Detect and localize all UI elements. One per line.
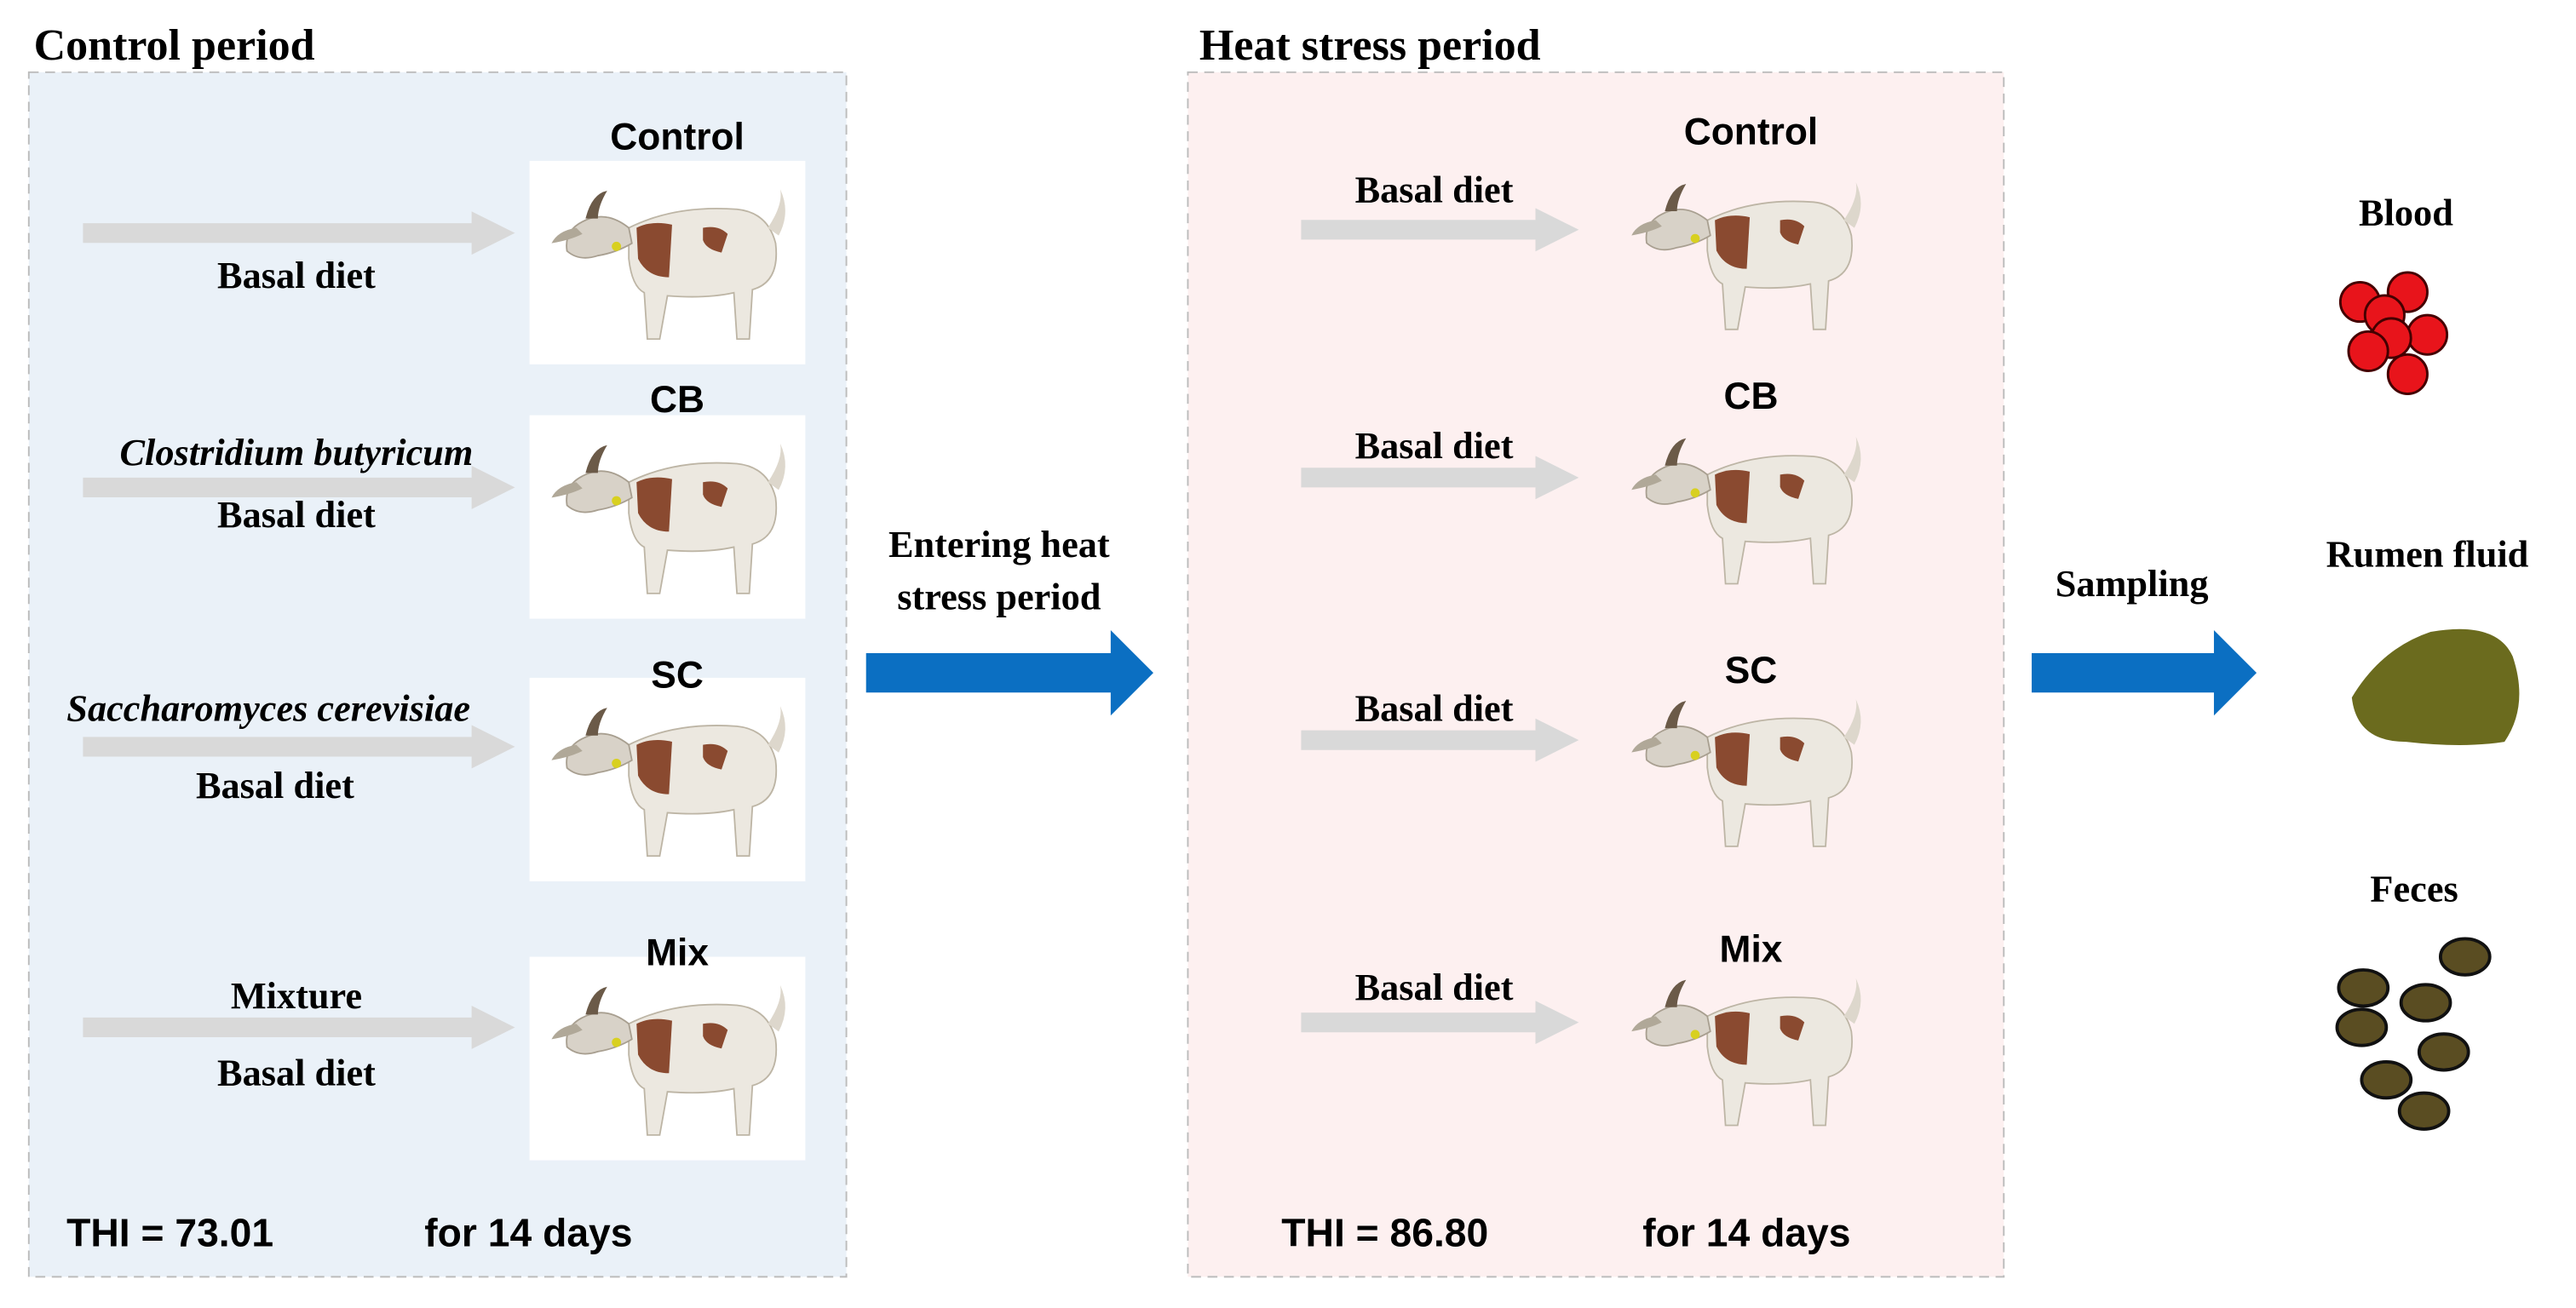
diet-label: Mixture (231, 975, 362, 1017)
transition-label: Entering heat (888, 524, 1110, 565)
diet-label: Basal diet (1355, 169, 1514, 211)
diet-label: Basal diet (217, 255, 376, 296)
diet-label: Basal diet (217, 1052, 376, 1093)
group-label: SC (651, 655, 704, 697)
sample-label: Feces (2370, 869, 2458, 910)
diet-label: Saccharomyces cerevisiae (66, 688, 470, 730)
heat-panel (1187, 71, 2005, 1278)
thi: THI = 73.01 (66, 1210, 273, 1254)
group-label: Control (1684, 112, 1819, 153)
panel-title: Heat stress period (1199, 21, 1541, 70)
diet-label: Basal diet (217, 494, 376, 536)
rumen-icon (2351, 628, 2520, 745)
diet-label: Basal diet (196, 765, 354, 806)
blood-icon (2338, 271, 2449, 395)
group-label: Mix (646, 932, 709, 973)
sample-label: Rumen fluid (2326, 533, 2529, 575)
diet-label: Basal diet (1355, 425, 1514, 467)
sample-label: Blood (2359, 192, 2453, 234)
thi: THI = 86.80 (1281, 1210, 1488, 1254)
diet-label: Clostridium butyricum (119, 432, 473, 473)
transition-label: stress period (897, 577, 1101, 618)
group-label: Control (610, 117, 745, 158)
diet-label: Basal diet (1355, 967, 1514, 1008)
sampling-arrow (2032, 630, 2257, 716)
feces-icon (2335, 937, 2492, 1131)
transition-arrow (865, 630, 1153, 716)
duration: for 14 days (1642, 1210, 1850, 1254)
sampling-label: Sampling (2056, 563, 2209, 605)
group-label: CB (1723, 376, 1778, 417)
duration: for 14 days (424, 1210, 632, 1254)
diet-label: Basal diet (1355, 688, 1514, 730)
panel-title: Control period (34, 21, 315, 70)
group-label: SC (1725, 650, 1778, 691)
group-label: CB (650, 379, 704, 421)
group-label: Mix (1720, 928, 1783, 970)
